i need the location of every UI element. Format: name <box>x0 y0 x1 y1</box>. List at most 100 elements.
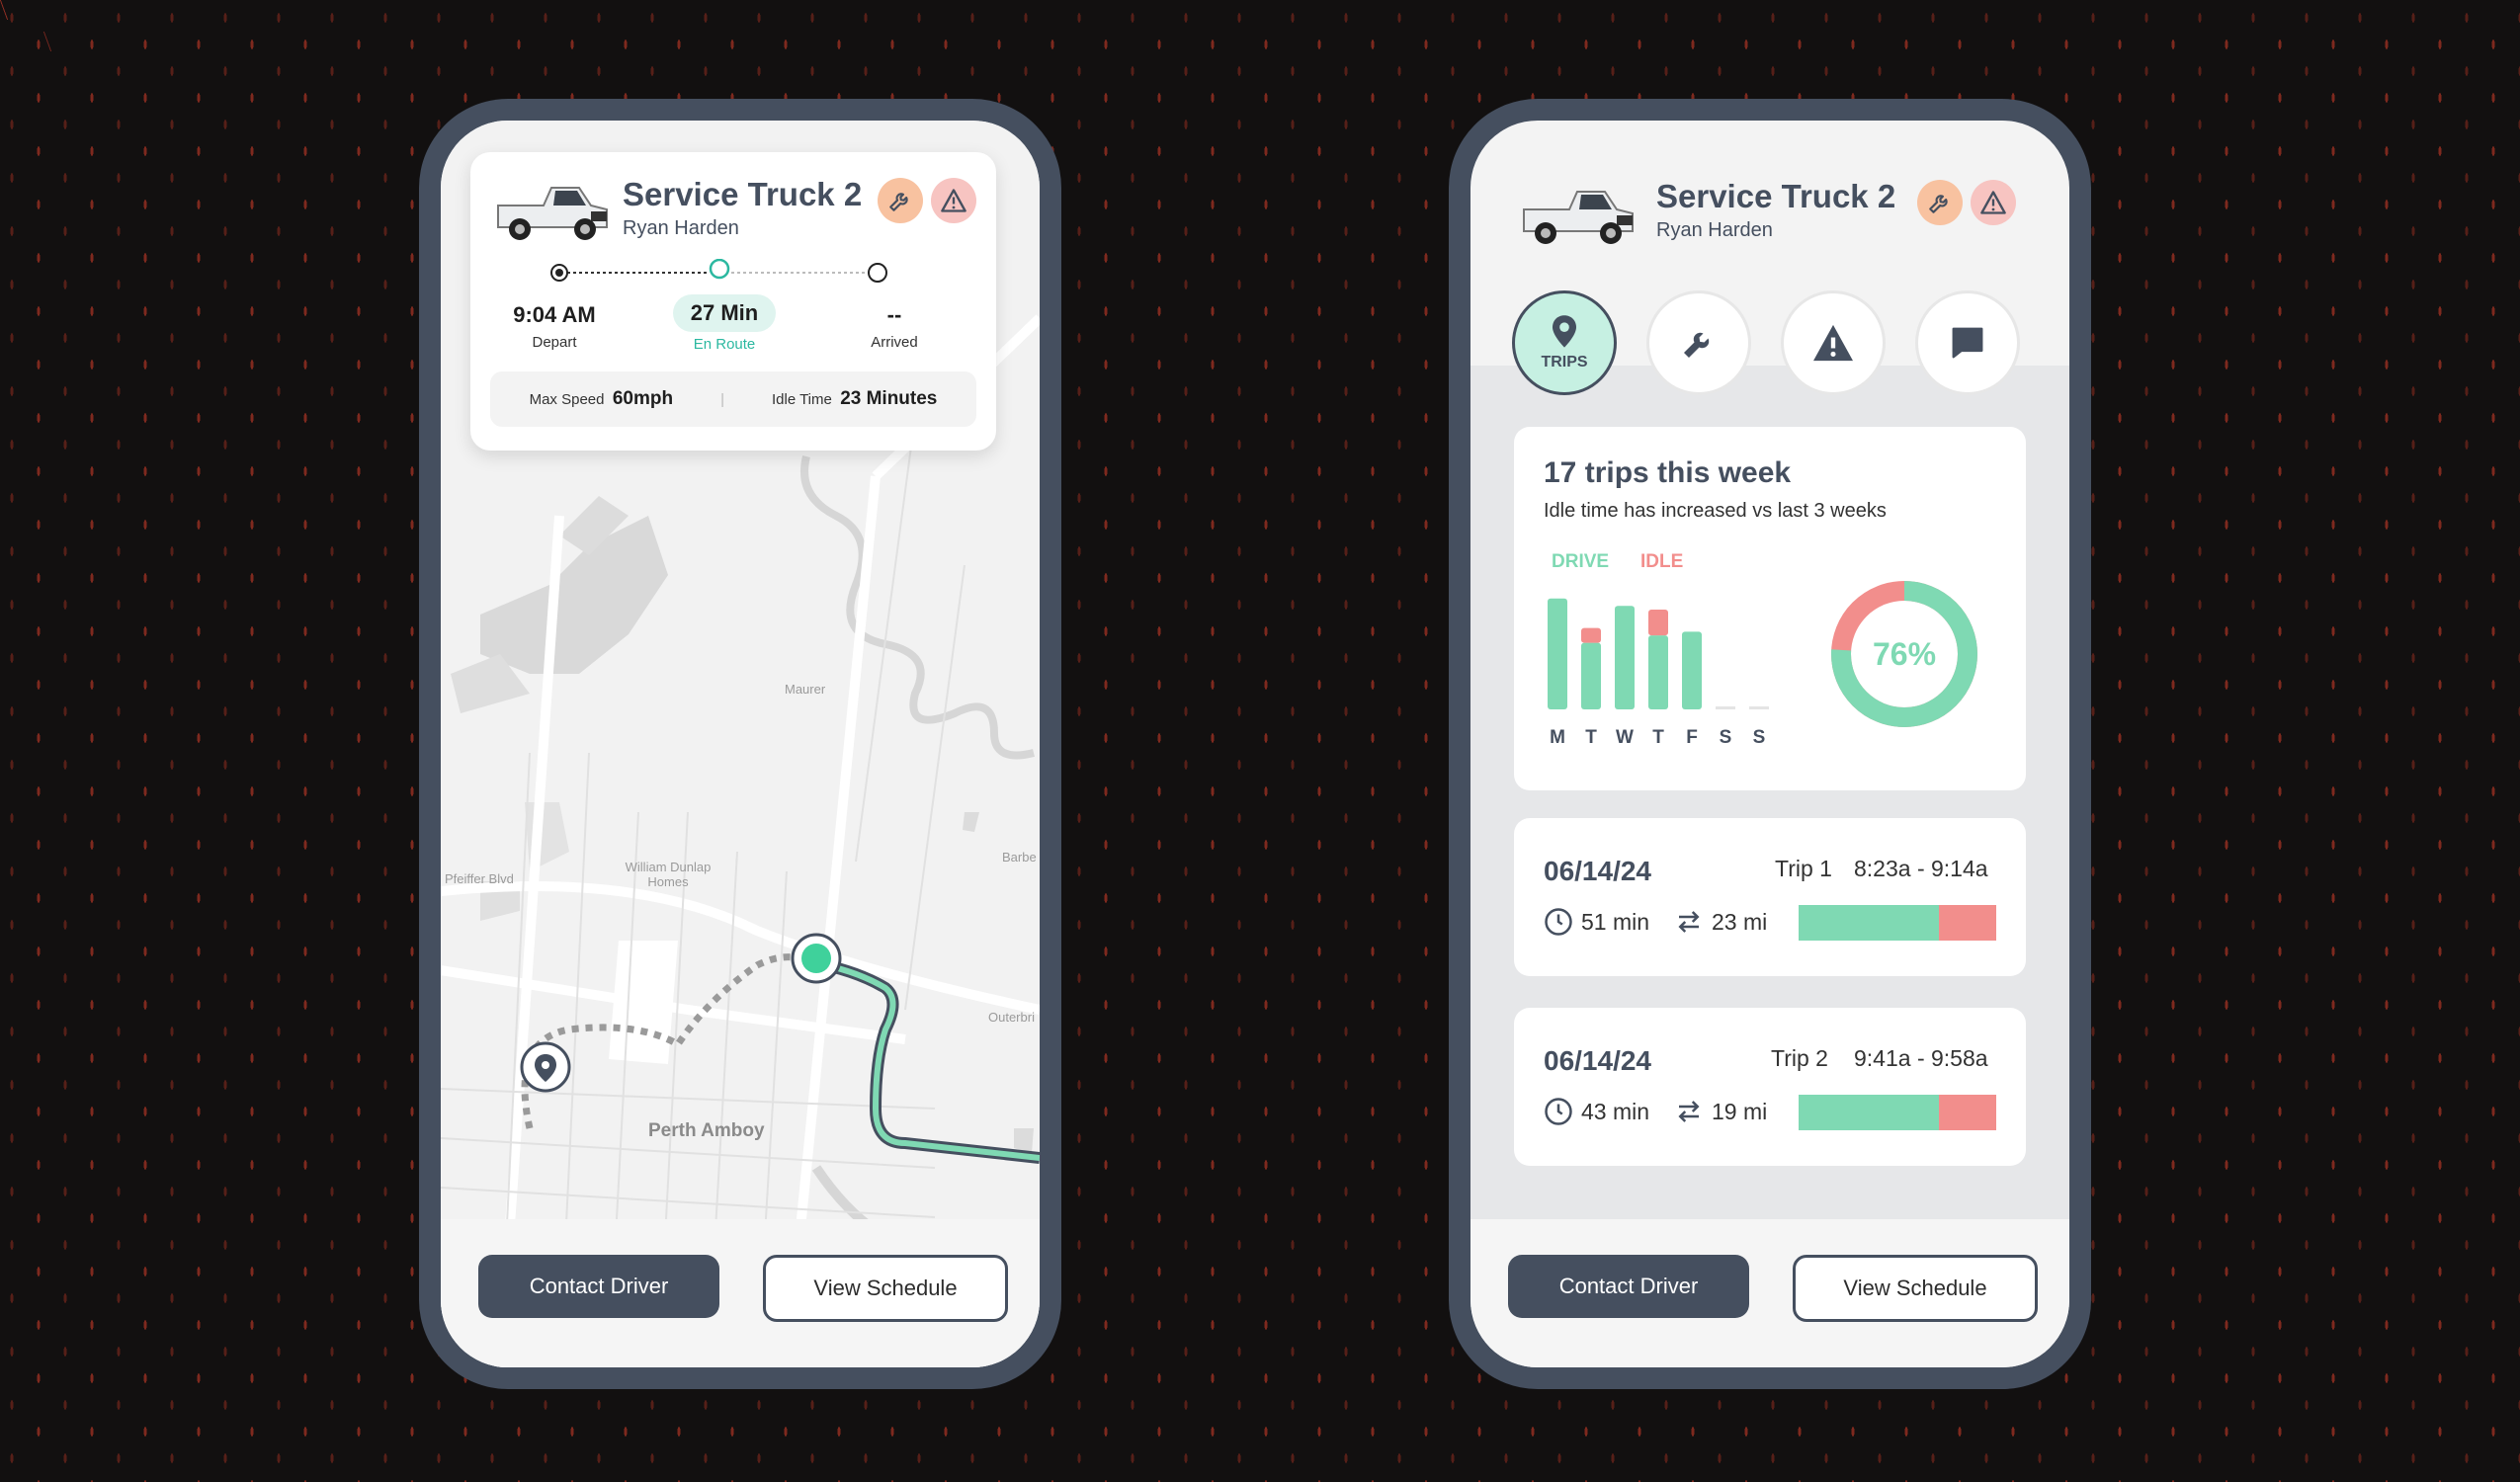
day-label: W <box>1616 727 1634 748</box>
map-screen: Maurer William Dunlap Homes Perth Amboy … <box>441 121 1040 1367</box>
contact-driver-button[interactable]: Contact Driver <box>478 1255 719 1318</box>
day-label: M <box>1550 727 1565 748</box>
driver-name: Ryan Harden <box>623 217 739 239</box>
wrench-icon <box>889 193 908 211</box>
map-label-city: Perth Amboy <box>648 1120 765 1141</box>
idle-time-value: 23 Minutes <box>840 388 938 409</box>
trip-card-2[interactable]: 06/14/24 Trip 2 9:41a - 9:58a 43 min 19 … <box>1514 1008 2026 1166</box>
arrived-time: -- <box>886 302 902 327</box>
depart-label: Depart <box>532 334 577 351</box>
action-bar: Contact Driver View Schedule <box>441 1219 1040 1367</box>
trip-name: Trip 1 <box>1775 856 1832 881</box>
enroute-label: En Route <box>693 336 756 353</box>
trip-time-range: 9:41a - 9:58a <box>1854 1045 1988 1071</box>
tab-alerts[interactable] <box>1781 290 1886 395</box>
vehicle-name: Service Truck 2 <box>1656 178 1896 214</box>
contact-driver-button[interactable]: Contact Driver <box>1508 1255 1749 1318</box>
depart-time: 9:04 AM <box>513 302 596 327</box>
trip-card-1[interactable]: 06/14/24 Trip 1 8:23a - 9:14a 51 min 23 … <box>1514 818 2026 976</box>
trip-date: 06/14/24 <box>1544 1045 1651 1076</box>
bar-empty <box>1716 706 1735 709</box>
trip-distance: 19 mi <box>1712 1098 1768 1124</box>
drive-idle-donut: 76% <box>1831 581 1977 727</box>
alert-button[interactable] <box>931 178 976 223</box>
summary-title: 17 trips this week <box>1544 456 1792 489</box>
bar-drive <box>1548 598 1567 709</box>
truck-image <box>1523 191 1634 244</box>
tab-maintenance[interactable] <box>1646 290 1751 395</box>
trip-time-range: 8:23a - 9:14a <box>1854 856 1988 881</box>
alert-icon <box>1980 191 2006 214</box>
tab-trips[interactable]: TRIPS <box>1512 290 1617 395</box>
legend-idle: IDLE <box>1640 551 1684 572</box>
arrived-label: Arrived <box>871 334 918 351</box>
max-speed-label: Max Speed <box>529 390 605 408</box>
map-graphic <box>441 314 1040 1367</box>
map-label-barbe: Barbe <box>1002 850 1037 864</box>
stats-divider: | <box>720 390 724 408</box>
idle-time-label: Idle Time <box>771 390 832 408</box>
day-label: T <box>1585 727 1597 748</box>
trip-duration-row: 51 min <box>1544 907 1649 937</box>
swap-arrows-icon <box>1678 1101 1700 1122</box>
trip-idle-bar <box>1939 905 1996 941</box>
maintenance-button[interactable] <box>1917 180 1963 225</box>
trip-duration: 51 min <box>1581 908 1650 935</box>
trip-name: Trip 2 <box>1771 1045 1828 1071</box>
enroute-duration: 27 Min <box>672 294 777 332</box>
trip-distance: 23 mi <box>1712 908 1768 935</box>
arrived-column: -- Arrived <box>820 302 968 351</box>
map-label-maurer: Maurer <box>785 682 826 697</box>
day-label: T <box>1652 727 1664 748</box>
day-label: S <box>1720 727 1732 748</box>
trip-drive-bar <box>1799 905 1939 941</box>
trip-drive-bar <box>1799 1095 1939 1130</box>
donut-drive-segment <box>1831 581 1977 727</box>
maintenance-button[interactable] <box>878 178 923 223</box>
enroute-column: 27 Min En Route <box>650 294 798 353</box>
trip-date: 06/14/24 <box>1544 856 1651 886</box>
bar-drive <box>1581 642 1601 709</box>
action-bar: Contact Driver View Schedule <box>1470 1219 2069 1367</box>
driver-name: Ryan Harden <box>1656 219 1773 241</box>
trip-stats-bar: Max Speed 60mph | Idle Time 23 Minutes <box>490 371 976 427</box>
vehicle-status-card: Service Truck 2 Ryan Harden 9:04 AM Depa… <box>470 152 996 451</box>
bar-drive <box>1615 606 1635 709</box>
chat-icon <box>1952 327 1983 359</box>
depart-column: 9:04 AM Depart <box>480 302 629 351</box>
wrench-icon <box>1929 195 1948 213</box>
day-label: S <box>1753 727 1766 748</box>
tab-trips-label: TRIPS <box>1541 354 1588 370</box>
trip-duration: 43 min <box>1581 1098 1650 1124</box>
wrench-icon <box>1684 332 1710 358</box>
bar-drive <box>1648 635 1668 709</box>
view-schedule-button[interactable]: View Schedule <box>763 1255 1008 1322</box>
pin-icon <box>1553 315 1576 348</box>
map-label-outerbri: Outerbri <box>988 1010 1035 1025</box>
clock-icon <box>1545 908 1572 936</box>
map-label-pfeiffer: Pfeiffer Blvd <box>445 871 514 886</box>
bar-empty <box>1749 706 1769 709</box>
summary-subtitle: Idle time has increased vs last 3 weeks <box>1544 500 1887 522</box>
view-schedule-button[interactable]: View Schedule <box>1793 1255 2038 1322</box>
tab-messages[interactable] <box>1915 290 2020 395</box>
bar-drive <box>1682 631 1702 709</box>
truck-image <box>497 187 608 240</box>
alert-icon <box>1813 324 1853 362</box>
bar-idle <box>1581 627 1601 643</box>
max-speed-value: 60mph <box>612 388 674 409</box>
swap-arrows-icon <box>1678 911 1700 933</box>
donut-percent-label: 76% <box>1873 636 1936 672</box>
trip-progress-timeline <box>550 259 887 283</box>
alert-icon <box>941 189 966 212</box>
phone-frame-trips: Service Truck 2 Ryan Harden TRIPS 17 tri… <box>1449 99 2091 1389</box>
map-label-dunlap: William Dunlap Homes <box>625 860 712 889</box>
alert-button[interactable] <box>1971 180 2016 225</box>
trip-distance-row: 19 mi <box>1674 1097 1767 1126</box>
day-label: F <box>1686 727 1698 748</box>
phone-frame-map: Maurer William Dunlap Homes Perth Amboy … <box>419 99 1061 1389</box>
clock-icon <box>1545 1098 1572 1125</box>
trip-idle-bar <box>1939 1095 1996 1130</box>
